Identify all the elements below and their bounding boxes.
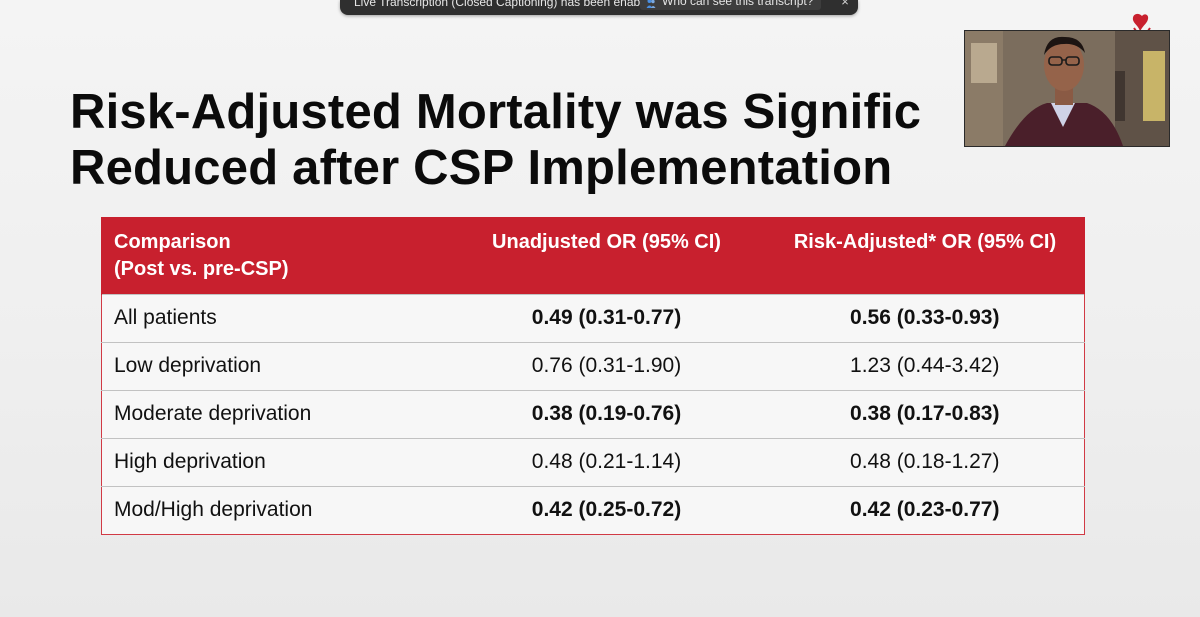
unadjusted-value: 0.48 (0.21-1.14) [447, 437, 766, 487]
people-icon [646, 0, 656, 8]
adjusted-value: 0.56 (0.33-0.93) [765, 293, 1085, 343]
who-can-see-transcript-link[interactable]: Who can see this transcript? [640, 0, 822, 10]
table-header-row: Comparison (Post vs. pre-CSP) Unadjusted… [101, 217, 1085, 294]
row-label: Low deprivation [101, 341, 448, 391]
table-row: All patients 0.49 (0.31-0.77) 0.56 (0.33… [101, 293, 1085, 343]
header-comparison-line-1: Comparison [114, 231, 231, 253]
row-label: Mod/High deprivation [101, 485, 448, 535]
slide-title: Risk-Adjusted Mortality was Signific Red… [70, 84, 1070, 196]
results-table: Comparison (Post vs. pre-CSP) Unadjusted… [101, 217, 1085, 535]
speaker-video-image [965, 31, 1169, 146]
transcription-notice-bar: Live Transcription (Closed Captioning) h… [340, 0, 858, 15]
unadjusted-value: 0.38 (0.19-0.76) [447, 389, 766, 439]
transcription-notice-text: Live Transcription (Closed Captioning) h… [354, 0, 657, 9]
header-comparison-line-2: (Post vs. pre-CSP) [114, 258, 289, 280]
row-label: All patients [101, 293, 448, 343]
row-label: Moderate deprivation [101, 389, 448, 439]
adjusted-value: 1.23 (0.44-3.42) [765, 341, 1085, 391]
table-row: High deprivation 0.48 (0.21-1.14) 0.48 (… [101, 437, 1085, 487]
table-row: Moderate deprivation 0.38 (0.19-0.76) 0.… [101, 389, 1085, 439]
close-icon[interactable]: × [841, 0, 849, 9]
who-can-see-transcript-label: Who can see this transcript? [662, 0, 814, 8]
header-comparison: Comparison (Post vs. pre-CSP) [101, 217, 448, 294]
table-row: Mod/High deprivation 0.42 (0.25-0.72) 0.… [101, 485, 1085, 535]
header-risk-adjusted-or: Risk-Adjusted* OR (95% CI) [765, 217, 1085, 294]
row-label: High deprivation [101, 437, 448, 487]
table-row: Low deprivation 0.76 (0.31-1.90) 1.23 (0… [101, 341, 1085, 391]
slide-title-line-2: Reduced after CSP Implementation [70, 141, 893, 195]
header-unadjusted-or: Unadjusted OR (95% CI) [447, 217, 766, 294]
speaker-video-thumbnail[interactable] [964, 30, 1170, 147]
unadjusted-value: 0.76 (0.31-1.90) [447, 341, 766, 391]
slide-title-line-1: Risk-Adjusted Mortality was Signific [70, 85, 922, 139]
adjusted-value: 0.38 (0.17-0.83) [765, 389, 1085, 439]
adjusted-value: 0.48 (0.18-1.27) [765, 437, 1085, 487]
adjusted-value: 0.42 (0.23-0.77) [765, 485, 1085, 535]
unadjusted-value: 0.49 (0.31-0.77) [447, 293, 766, 343]
unadjusted-value: 0.42 (0.25-0.72) [447, 485, 766, 535]
